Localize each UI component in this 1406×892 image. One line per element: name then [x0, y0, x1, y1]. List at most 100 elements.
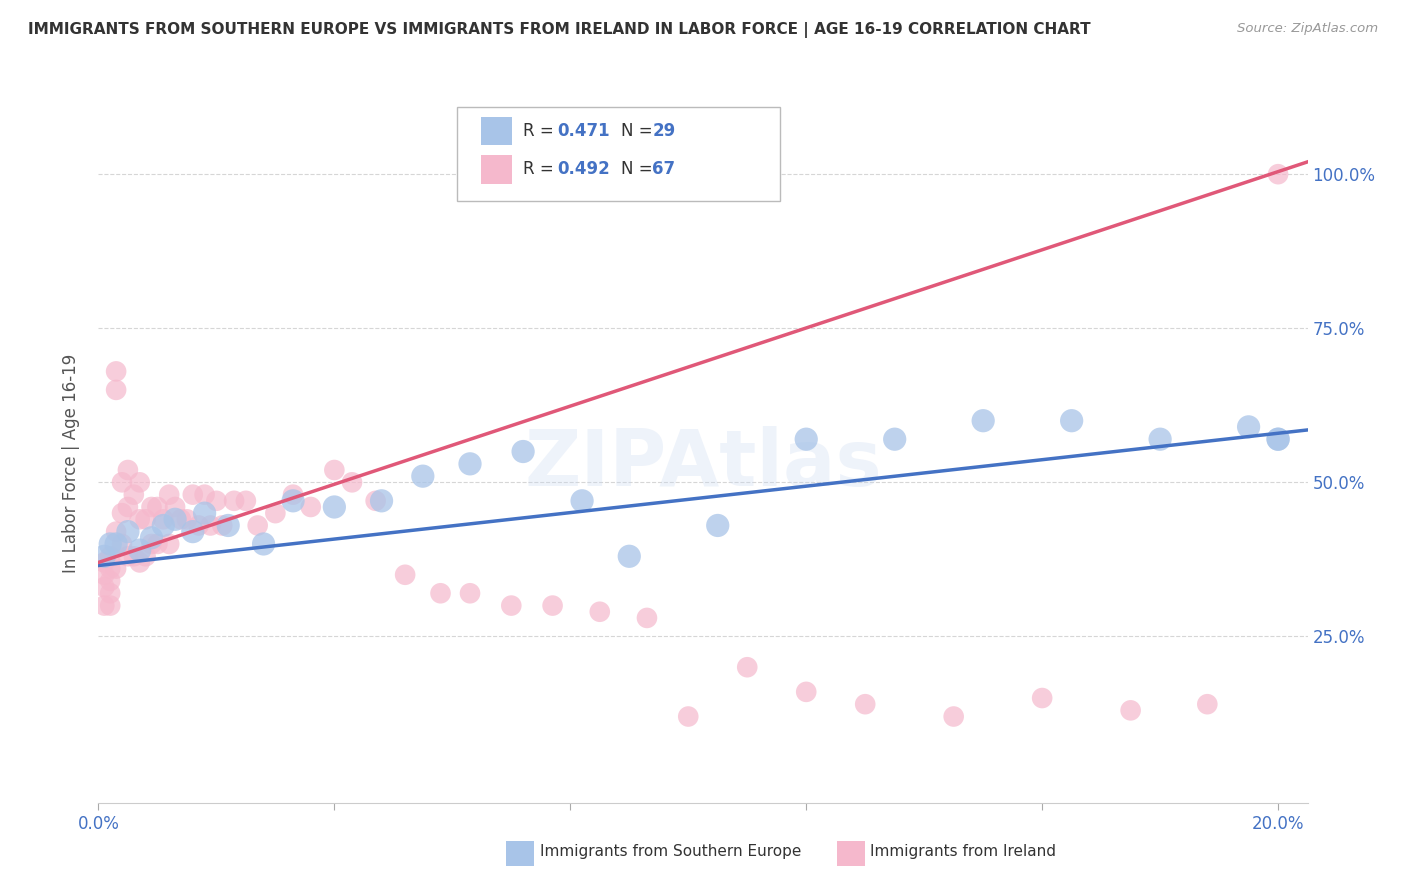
- Point: [98, 561, 121, 575]
- Point: [157, 537, 180, 551]
- Point: [111, 537, 134, 551]
- Point: [1060, 414, 1083, 428]
- Point: [200, 518, 222, 533]
- Point: [1197, 697, 1219, 711]
- Point: [217, 518, 239, 533]
- Point: [105, 561, 128, 575]
- Point: [105, 364, 128, 378]
- Point: [458, 457, 481, 471]
- Point: [176, 512, 198, 526]
- Point: [93, 599, 115, 613]
- Point: [111, 506, 134, 520]
- Point: [1267, 167, 1289, 181]
- Point: [152, 518, 174, 533]
- Point: [1119, 703, 1142, 717]
- Point: [394, 567, 416, 582]
- Point: [128, 512, 150, 526]
- Point: [323, 463, 346, 477]
- Point: [194, 488, 217, 502]
- Point: [105, 537, 128, 551]
- Point: [93, 549, 115, 564]
- Text: R =: R =: [523, 122, 554, 140]
- Point: [264, 506, 287, 520]
- Point: [146, 500, 169, 514]
- Point: [323, 500, 346, 514]
- Point: [541, 599, 564, 613]
- Point: [98, 549, 121, 564]
- Point: [211, 518, 233, 533]
- Point: [93, 556, 115, 570]
- Point: [735, 660, 758, 674]
- Point: [141, 537, 163, 551]
- Point: [678, 709, 700, 723]
- Text: R =: R =: [523, 161, 554, 178]
- Point: [128, 556, 150, 570]
- Text: Immigrants from Ireland: Immigrants from Ireland: [870, 845, 1056, 859]
- Point: [205, 493, 228, 508]
- Point: [1031, 691, 1053, 706]
- Text: N =: N =: [621, 122, 652, 140]
- Point: [105, 524, 128, 539]
- Text: 0.471: 0.471: [557, 122, 609, 140]
- Point: [98, 537, 121, 551]
- Point: [235, 493, 257, 508]
- Point: [122, 488, 145, 502]
- Point: [93, 580, 115, 594]
- Point: [98, 574, 121, 588]
- Point: [1267, 432, 1289, 446]
- Point: [619, 549, 641, 564]
- Point: [412, 469, 434, 483]
- Point: [117, 524, 139, 539]
- Point: [181, 524, 204, 539]
- Point: [458, 586, 481, 600]
- Point: [141, 531, 163, 545]
- Text: 67: 67: [652, 161, 675, 178]
- Point: [105, 383, 128, 397]
- Point: [794, 685, 817, 699]
- Text: 29: 29: [652, 122, 676, 140]
- Point: [794, 432, 817, 446]
- Point: [122, 549, 145, 564]
- Point: [165, 500, 187, 514]
- Point: [281, 493, 304, 508]
- Point: [972, 414, 994, 428]
- Point: [364, 493, 387, 508]
- Point: [170, 512, 193, 526]
- Point: [117, 549, 139, 564]
- Point: [165, 512, 187, 526]
- Text: 0.492: 0.492: [557, 161, 610, 178]
- Point: [942, 709, 965, 723]
- Point: [340, 475, 363, 490]
- Point: [98, 586, 121, 600]
- Point: [146, 537, 169, 551]
- Point: [706, 518, 728, 533]
- Point: [853, 697, 876, 711]
- Text: Source: ZipAtlas.com: Source: ZipAtlas.com: [1237, 22, 1378, 36]
- Point: [636, 611, 658, 625]
- Point: [135, 512, 157, 526]
- Text: IMMIGRANTS FROM SOUTHERN EUROPE VS IMMIGRANTS FROM IRELAND IN LABOR FORCE | AGE : IMMIGRANTS FROM SOUTHERN EUROPE VS IMMIG…: [28, 22, 1091, 38]
- Point: [128, 475, 150, 490]
- Point: [194, 506, 217, 520]
- Point: [111, 475, 134, 490]
- Point: [252, 537, 274, 551]
- Point: [152, 512, 174, 526]
- Point: [181, 488, 204, 502]
- Point: [589, 605, 612, 619]
- Text: ZIPAtlas: ZIPAtlas: [524, 425, 882, 502]
- Point: [98, 599, 121, 613]
- Point: [222, 493, 245, 508]
- Point: [128, 543, 150, 558]
- Point: [187, 518, 209, 533]
- Point: [299, 500, 322, 514]
- Point: [117, 463, 139, 477]
- Point: [883, 432, 905, 446]
- Point: [157, 488, 180, 502]
- Point: [117, 500, 139, 514]
- Text: N =: N =: [621, 161, 652, 178]
- Point: [135, 549, 157, 564]
- Point: [141, 500, 163, 514]
- Point: [512, 444, 534, 458]
- Point: [370, 493, 392, 508]
- Point: [429, 586, 451, 600]
